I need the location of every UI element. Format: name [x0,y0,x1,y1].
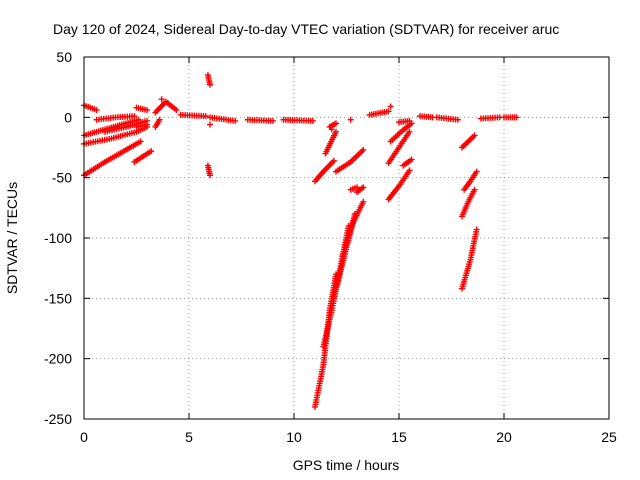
data-point [333,120,339,127]
data-point [173,107,180,114]
y-tick-label: -150 [44,290,72,306]
data-point [207,121,213,128]
data-point [328,126,335,133]
data-point [387,103,394,110]
data-point [131,113,138,120]
data-point [137,138,144,145]
data-point [232,117,239,124]
data-point [385,108,392,115]
y-tick-label: 50 [56,49,72,65]
x-tick-label: 25 [601,429,617,445]
data-point [144,121,150,128]
data-point [406,128,413,135]
x-tick-label: 5 [185,429,193,445]
data-point [473,226,480,233]
y-tick-label: -50 [52,170,72,186]
x-tick-label: 15 [391,429,407,445]
y-tick-label: -250 [44,411,72,427]
chart-title: Day 120 of 2024, Sidereal Day-to-day VTE… [53,21,559,37]
data-point [207,81,213,88]
data-point [406,167,413,174]
data-point [471,132,478,139]
data-point [156,116,163,123]
data-point [309,117,316,124]
y-tick-label: 0 [64,109,72,125]
x-axis-title: GPS time / hours [293,457,400,473]
y-tick-label: -200 [44,351,72,367]
data-point [144,107,150,114]
data-point [158,96,165,103]
data-point [347,116,354,123]
data-point [330,157,337,164]
data-point [360,198,367,205]
data-point [93,107,100,114]
data-point [270,117,276,124]
data-point [360,184,367,191]
data-point [473,168,480,175]
data-point [406,117,413,124]
data-point [408,156,415,163]
y-axis-title: SDTVAR / TECUs [4,182,20,294]
data-point [471,186,478,193]
x-tick-label: 20 [496,429,512,445]
data-point [202,113,209,120]
x-tick-label: 10 [286,429,302,445]
data-layer [81,72,520,410]
data-point [360,146,367,153]
data-point [333,128,339,135]
axis-layer: 0 5 10 15 20 25 -250 -200 -150 -100 -50 0 50 [44,49,617,445]
data-point [511,114,518,121]
data-point [148,148,155,155]
y-tick-label: -100 [44,230,72,246]
data-point [207,172,213,179]
x-tick-label: 0 [80,429,88,445]
data-point [454,116,461,123]
